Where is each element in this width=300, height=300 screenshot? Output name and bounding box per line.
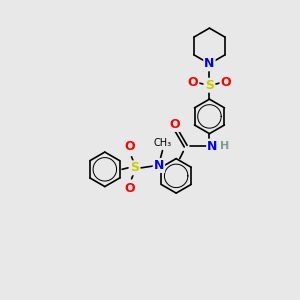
Text: O: O bbox=[169, 118, 180, 131]
Text: S: S bbox=[205, 79, 214, 92]
Text: O: O bbox=[220, 76, 231, 89]
Text: H: H bbox=[220, 141, 229, 151]
Text: O: O bbox=[124, 140, 134, 153]
Text: N: N bbox=[207, 140, 218, 153]
Text: O: O bbox=[124, 182, 134, 195]
Text: N: N bbox=[204, 57, 214, 70]
Text: O: O bbox=[188, 76, 198, 89]
Text: N: N bbox=[154, 159, 164, 172]
Text: S: S bbox=[130, 161, 139, 174]
Text: CH₃: CH₃ bbox=[153, 138, 172, 148]
